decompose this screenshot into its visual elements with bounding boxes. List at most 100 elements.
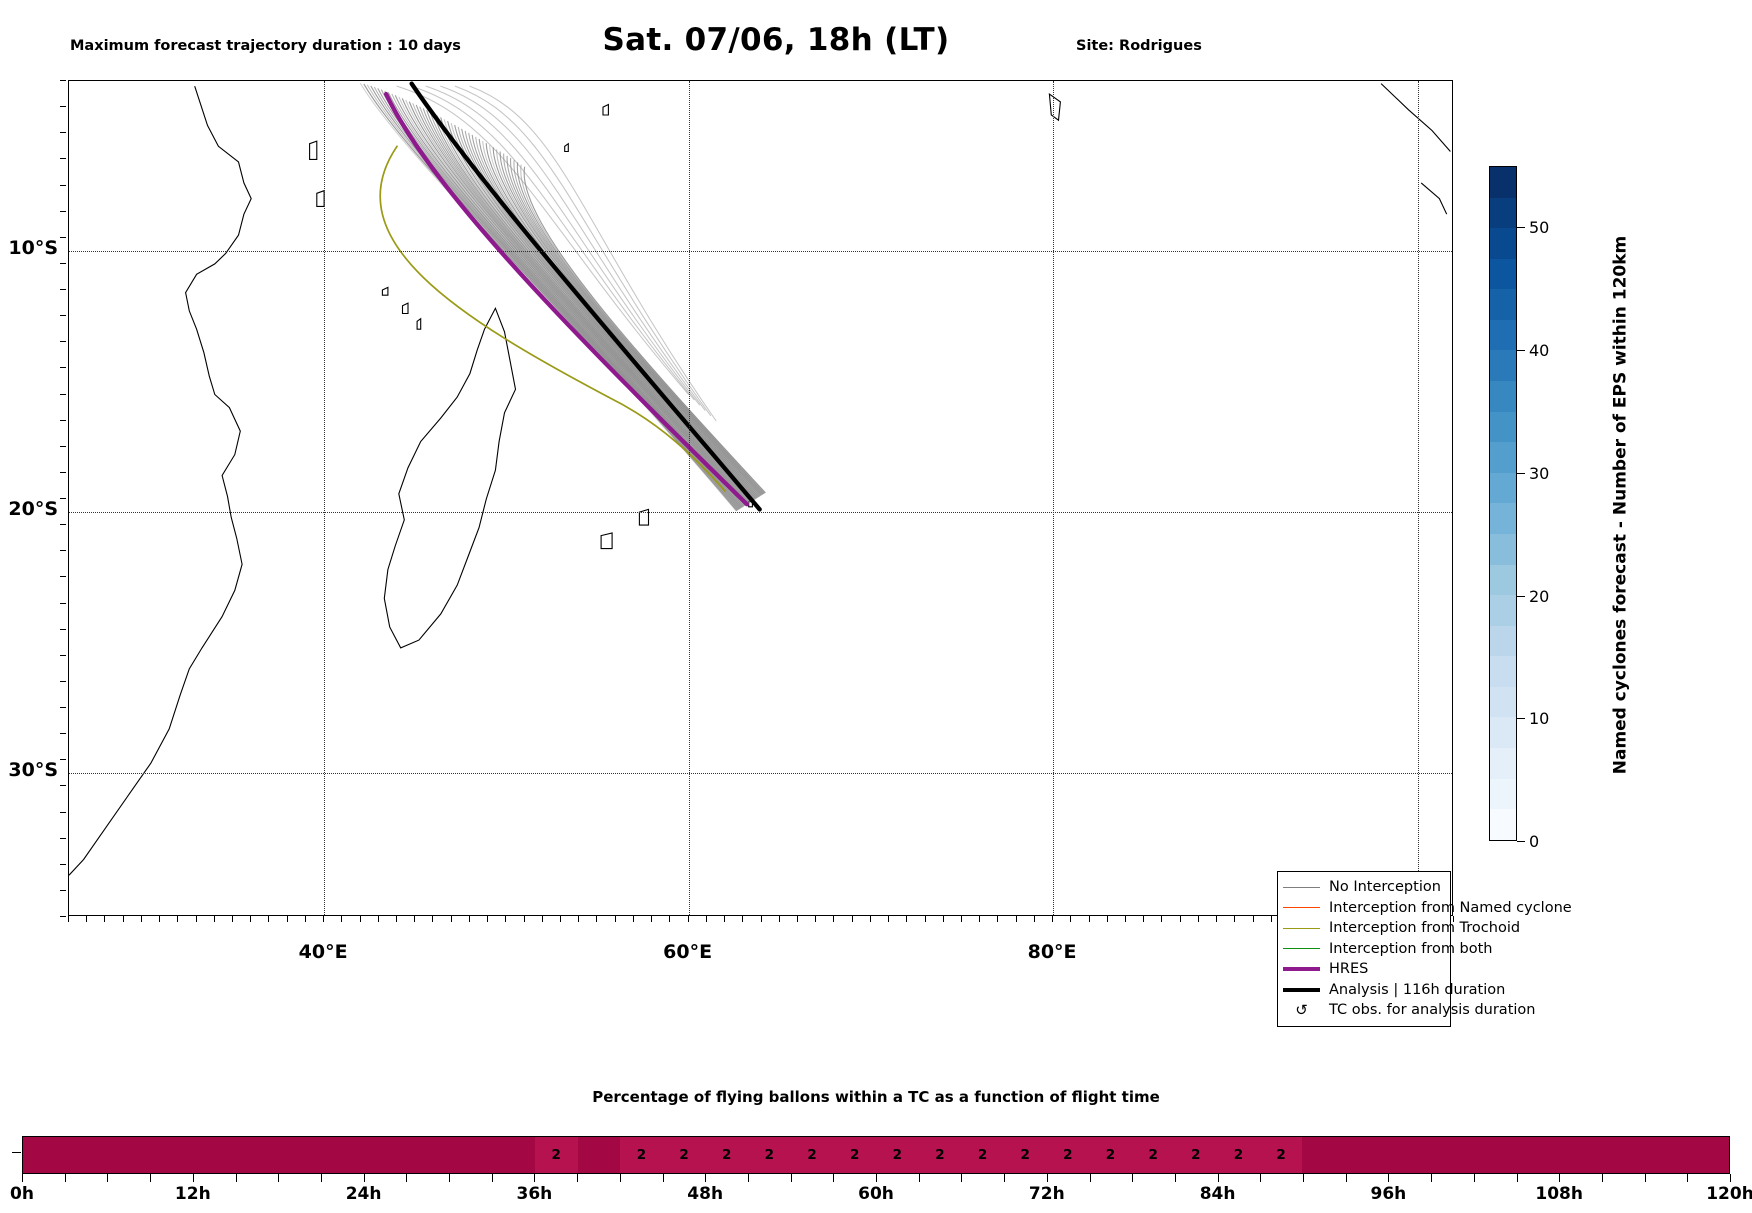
- bottom-bar-cell-labeled[interactable]: 2: [875, 1137, 919, 1173]
- trajectory-line: [440, 85, 706, 411]
- map-x-ticks: [68, 916, 1454, 924]
- trajectory-line: [422, 108, 748, 505]
- bottom-bar-title: Percentage of flying ballons within a TC…: [592, 1088, 1160, 1106]
- bottom-bar-cell-labeled[interactable]: 2: [1259, 1137, 1303, 1173]
- trajectory-line: [429, 111, 749, 504]
- legend-item[interactable]: Interception from Named cyclone: [1283, 898, 1572, 919]
- trajectory-line: [510, 157, 764, 495]
- bottom-bar-cell[interactable]: [23, 1137, 535, 1173]
- colorbar-step: [1490, 625, 1516, 657]
- bottom-bar-cell-labeled[interactable]: 2: [833, 1137, 876, 1173]
- colorbar-step: [1490, 289, 1516, 320]
- bottom-bar-cell-labeled[interactable]: 2: [1217, 1137, 1260, 1173]
- coastline-africa: [69, 86, 252, 876]
- coastline-java: [1420, 182, 1448, 215]
- coastline-comoros: [401, 302, 409, 315]
- bottom-bar-cell-labeled[interactable]: 2: [1003, 1137, 1047, 1173]
- colorbar-step: [1490, 717, 1516, 748]
- trajectory-line: [443, 119, 752, 502]
- legend-item[interactable]: HRES: [1283, 959, 1443, 980]
- map-gridline-lon: [1417, 81, 1419, 915]
- bottom-bar-x-label: 36h: [516, 1184, 553, 1204]
- legend-line-swatch: [1283, 967, 1320, 972]
- bottom-bar-cell-labeled[interactable]: 2: [918, 1137, 962, 1173]
- colorbar-tick: [1517, 472, 1525, 474]
- coastline-comoros: [381, 286, 389, 296]
- page-title-text: Sat. 07/06, 18h (LT): [602, 22, 950, 58]
- header-site: Site: Rodrigues: [1076, 38, 1202, 55]
- trajectory-line: [503, 153, 762, 496]
- trajectory-line: [513, 160, 764, 495]
- trajectory-line: [499, 151, 762, 496]
- legend-item[interactable]: Interception from Trochoid: [1283, 918, 1520, 939]
- cyclone-swirl-icon: ↺: [1295, 1000, 1308, 1019]
- colorbar-tick-label: 40: [1529, 341, 1550, 361]
- colorbar-step: [1490, 564, 1516, 596]
- bottom-bar-cell-labeled[interactable]: 2: [1089, 1137, 1132, 1173]
- colorbar-step: [1490, 411, 1516, 443]
- map-lon-label: 40°E: [298, 941, 348, 963]
- bottom-bar-labels: 0h 12h 24h 36h 48h 60h 72h 84h 96h 108h 120h: [10, 1184, 1752, 1208]
- trajectory-line: [401, 98, 744, 507]
- legend-item-label: Interception from Trochoid: [1329, 920, 1521, 937]
- colorbar-step: [1490, 350, 1516, 382]
- colorbar-step: [1490, 258, 1516, 290]
- bottom-bar-cell-labeled[interactable]: 2: [662, 1137, 706, 1173]
- colorbar-step: [1490, 656, 1516, 687]
- bottom-bar-cell-labeled[interactable]: 2: [748, 1137, 791, 1173]
- forecast-map[interactable]: [68, 80, 1453, 916]
- bottom-bar-x-label: 96h: [1370, 1184, 1407, 1204]
- bottom-bar-cell[interactable]: [1302, 1137, 1729, 1173]
- trajectory-line: [454, 85, 711, 416]
- colorbar-step: [1490, 747, 1516, 779]
- bottom-bar-cell-labeled[interactable]: 2: [790, 1137, 834, 1173]
- trajectory-line: [383, 91, 750, 507]
- bottom-bar-cell-labeled[interactable]: 2: [620, 1137, 663, 1173]
- legend-item-label: HRES: [1329, 961, 1369, 978]
- legend-item[interactable]: No Interception: [1283, 877, 1443, 898]
- coastline-mauritius: [638, 508, 650, 526]
- map-gridline-lon: [688, 81, 690, 915]
- map-y-ticks: [60, 80, 68, 917]
- map-lon-label: 80°E: [1027, 941, 1077, 963]
- colorbar-step: [1490, 595, 1516, 626]
- bottom-bar-cell-labeled[interactable]: 2: [961, 1137, 1004, 1173]
- trajectory-line: [415, 104, 747, 506]
- map-gridline-lat: [69, 773, 1452, 775]
- trajectory-line: [379, 145, 610, 398]
- colorbar-step: [1490, 319, 1516, 351]
- map-legend[interactable]: No Interception Interception from Named c…: [1277, 871, 1572, 1027]
- legend-line-swatch: [1283, 948, 1320, 950]
- trajectory-line: [492, 147, 761, 497]
- coastline-sumatra: [1380, 83, 1451, 152]
- trajectory-line: [520, 164, 766, 494]
- trajectory-line: [469, 85, 717, 422]
- bottom-bar-x-label: 0h: [10, 1184, 34, 1204]
- legend-item-label: Analysis | 116h duration: [1329, 981, 1506, 998]
- colorbar[interactable]: [1489, 166, 1517, 841]
- bottom-bar-cell-labeled[interactable]: 2: [1046, 1137, 1090, 1173]
- bottom-bar-x-label: 48h: [687, 1184, 724, 1204]
- trajectory-line: [436, 115, 751, 503]
- legend-line-swatch: [1283, 886, 1320, 888]
- bottom-bar-x-label: 24h: [345, 1184, 382, 1204]
- legend-item[interactable]: Analysis | 116h duration: [1283, 980, 1505, 1001]
- colorbar-label-text: Named cyclones forecast - Number of EPS …: [1610, 235, 1631, 775]
- legend-line-swatch: [1283, 907, 1320, 909]
- map-lat-label: 10°S: [8, 236, 58, 259]
- colorbar-ticks: 0 10 20 30 40 50: [1517, 166, 1577, 851]
- legend-item[interactable]: Interception from both: [1283, 939, 1493, 960]
- coastline-reunion: [600, 532, 613, 550]
- bottom-bar-cell-labeled[interactable]: 2: [1174, 1137, 1218, 1173]
- trajectory-line: [506, 155, 763, 495]
- bottom-bar-cell-labeled[interactable]: 2: [1131, 1137, 1175, 1173]
- legend-item-label: No Interception: [1329, 879, 1441, 896]
- bottom-bar-x-label: 12h: [174, 1184, 211, 1204]
- bottom-bar-cell-labeled[interactable]: 2: [705, 1137, 749, 1173]
- legend-item-label: Interception from both: [1329, 940, 1493, 957]
- map-gridline-lat: [69, 250, 1452, 252]
- bottom-bar-cell[interactable]: [577, 1137, 621, 1173]
- legend-item[interactable]: ↺ TC obs. for analysis duration: [1283, 1000, 1535, 1021]
- bottom-bar-cell-labeled[interactable]: 2: [534, 1137, 578, 1173]
